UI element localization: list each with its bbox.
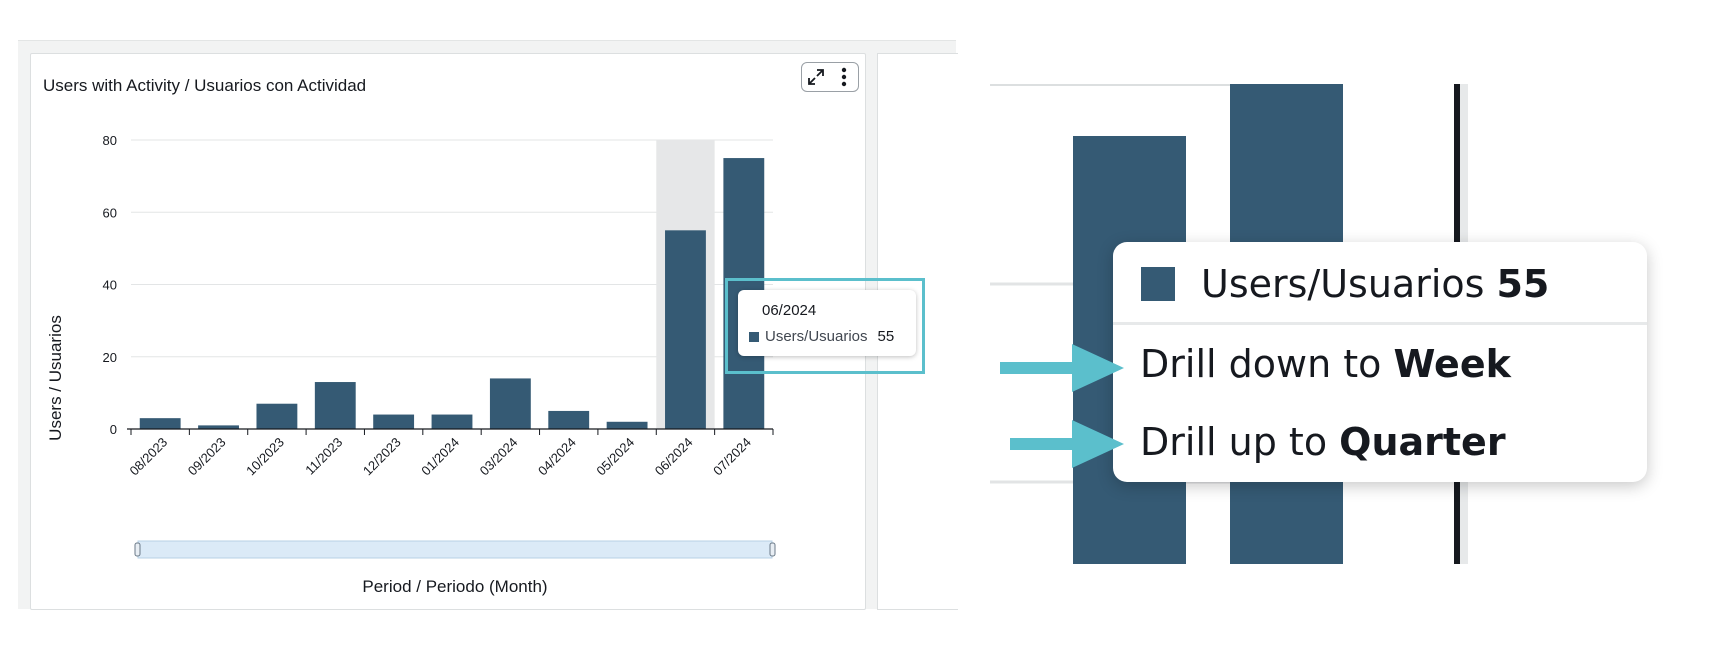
x-tick-label: 01/2024 <box>418 435 462 479</box>
bar[interactable] <box>489 378 531 429</box>
menu-series-value: 55 <box>1496 262 1550 306</box>
series-swatch-icon <box>1141 267 1175 301</box>
y-tick-label: 0 <box>110 422 117 437</box>
visual-toolbar <box>801 62 859 92</box>
y-tick-label: 20 <box>103 350 117 365</box>
x-tick-label: 03/2024 <box>477 435 521 479</box>
y-tick-label: 40 <box>103 278 117 293</box>
pointer-arrow-icon <box>1010 420 1124 468</box>
x-tick-label: 10/2023 <box>243 435 287 479</box>
bar[interactable] <box>431 414 473 429</box>
x-tick-label: 12/2023 <box>360 435 404 479</box>
x-tick-label: 07/2024 <box>710 435 754 479</box>
bar[interactable] <box>606 421 648 429</box>
x-tick-label: 09/2023 <box>185 435 229 479</box>
x-axis-title: Period / Periodo (Month) <box>362 577 547 596</box>
tooltip-series-name: Users/Usuarios <box>765 328 868 345</box>
x-tick-label: 05/2024 <box>593 435 637 479</box>
drill-down-menu-item[interactable]: Drill down to Week <box>1140 342 1511 386</box>
tooltip-series-value: 55 <box>877 328 895 345</box>
range-slider-track[interactable] <box>137 540 773 559</box>
bar[interactable] <box>665 230 706 429</box>
range-slider-handle-right[interactable] <box>769 542 776 557</box>
drill-up-prefix: Drill up to <box>1140 420 1340 464</box>
x-tick-label: 06/2024 <box>652 435 696 479</box>
y-tick-label: 60 <box>103 205 117 220</box>
bar[interactable] <box>314 382 356 429</box>
drill-down-prefix: Drill down to <box>1140 342 1394 386</box>
x-tick-label: 11/2023 <box>302 435 345 478</box>
bar[interactable] <box>198 425 239 429</box>
drill-up-level: Quarter <box>1339 420 1506 464</box>
bar[interactable] <box>139 418 181 429</box>
x-tick-label: 08/2023 <box>126 435 170 479</box>
drill-up-menu-item[interactable]: Drill up to Quarter <box>1140 420 1506 464</box>
pointer-arrow-icon <box>1000 344 1124 392</box>
series-swatch-icon <box>749 331 759 342</box>
menu-divider <box>1113 322 1647 325</box>
y-tick-label: 80 <box>103 133 117 148</box>
expand-icon[interactable] <box>804 65 828 89</box>
tooltip-period: 06/2024 <box>762 302 817 319</box>
range-slider-handle-left[interactable] <box>134 542 141 557</box>
menu-series-name: Users/Usuarios <box>1201 262 1485 306</box>
drill-down-level: Week <box>1393 342 1511 386</box>
visual-title: Users with Activity / Usuarios con Activ… <box>43 76 367 95</box>
more-vertical-icon[interactable] <box>832 65 856 89</box>
bar[interactable] <box>548 410 590 429</box>
chart-tooltip: 06/2024 Users/Usuarios 55 <box>738 290 916 356</box>
bar[interactable] <box>256 403 298 429</box>
chart-plot: 0 20 40 60 80 08/2023 09/2023 10/2023 11/2023 12/… <box>46 133 776 596</box>
menu-series-row: Users/Usuarios 55 <box>1141 262 1550 306</box>
x-tick-label: 04/2024 <box>535 435 579 479</box>
bar[interactable] <box>373 414 415 429</box>
y-axis-title: Users / Usuarios <box>46 315 65 441</box>
tooltip-series-row: Users/Usuarios 55 <box>749 328 894 345</box>
tooltip-callout-box <box>725 278 925 374</box>
drill-context-menu: Users/Usuarios 55 Drill down to Week Dri… <box>1113 242 1647 482</box>
